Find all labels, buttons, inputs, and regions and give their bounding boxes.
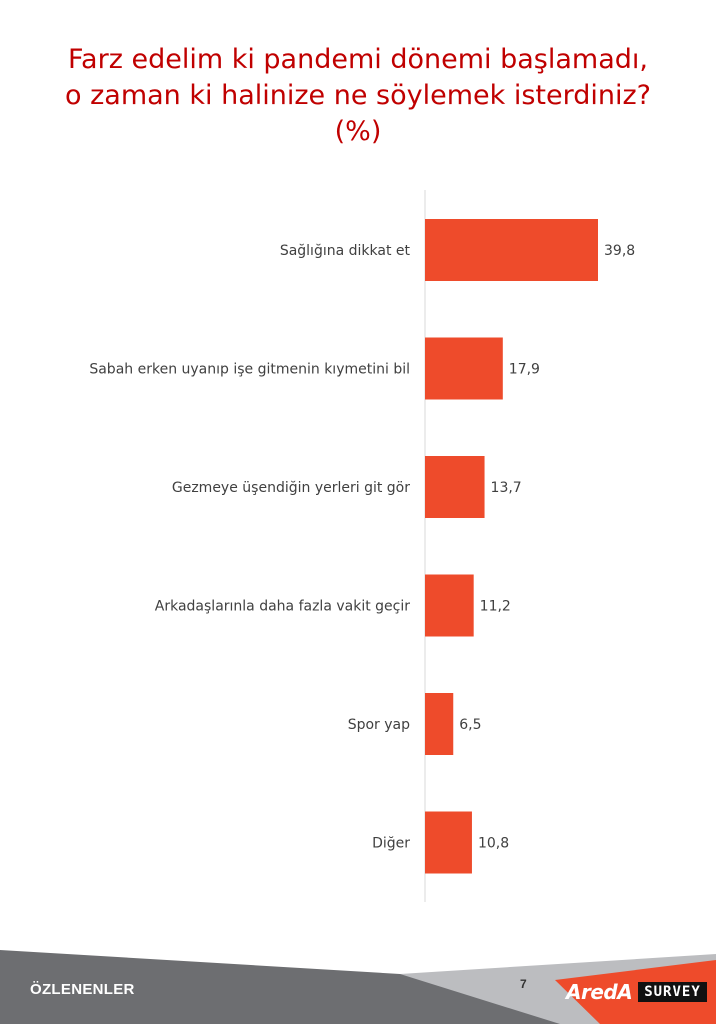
- brand-logo: AredA SURVEY: [566, 980, 707, 1004]
- category-label-5: Spor yap: [348, 717, 410, 733]
- brand-logo-survey: SURVEY: [638, 982, 707, 1002]
- value-label-1: 39,8: [604, 243, 635, 259]
- category-label-3: Gezmeye üşendiğin yerleri git gör: [172, 480, 410, 496]
- footer-dark-band: [0, 950, 560, 1024]
- footer-accent-band: [555, 960, 716, 1024]
- brand-logo-mark: AredA: [566, 980, 633, 1004]
- bar-chart: Sağlığına dikkat et 39,8 Sabah erken uyanı…: [89, 190, 635, 902]
- title-line-2: o zaman ki halinize ne söylemek isterdin…: [65, 80, 651, 111]
- bar-1: [425, 219, 598, 281]
- category-label-6: Diğer: [372, 836, 410, 852]
- category-label-1: Sağlığına dikkat et: [280, 243, 411, 259]
- bar-series: Sağlığına dikkat et 39,8 Sabah erken uyanı…: [89, 219, 635, 874]
- bar-4: [425, 574, 474, 637]
- value-label-3: 13,7: [491, 480, 522, 496]
- page-number: 7: [520, 977, 527, 991]
- bar-3: [425, 456, 485, 518]
- bar-6: [425, 811, 472, 874]
- value-label-2: 17,9: [509, 362, 540, 378]
- value-label-4: 11,2: [480, 599, 511, 615]
- value-label-6: 10,8: [478, 836, 509, 852]
- bar-2: [425, 337, 503, 400]
- value-label-5: 6,5: [459, 717, 481, 733]
- bar-5: [425, 693, 454, 755]
- footer-band: [0, 950, 716, 1024]
- title-line-1: Farz edelim ki pandemi dönemi başlamadı,: [68, 44, 648, 75]
- category-label-2: Sabah erken uyanıp işe gitmenin kıymetin…: [89, 362, 410, 378]
- category-label-4: Arkadaşlarınla daha fazla vakit geçir: [155, 599, 410, 615]
- chart-title: Farz edelim ki pandemi dönemi başlamadı,…: [0, 42, 716, 150]
- title-line-3: (%): [334, 116, 382, 147]
- footer-section-title: ÖZLENENLER: [30, 981, 135, 998]
